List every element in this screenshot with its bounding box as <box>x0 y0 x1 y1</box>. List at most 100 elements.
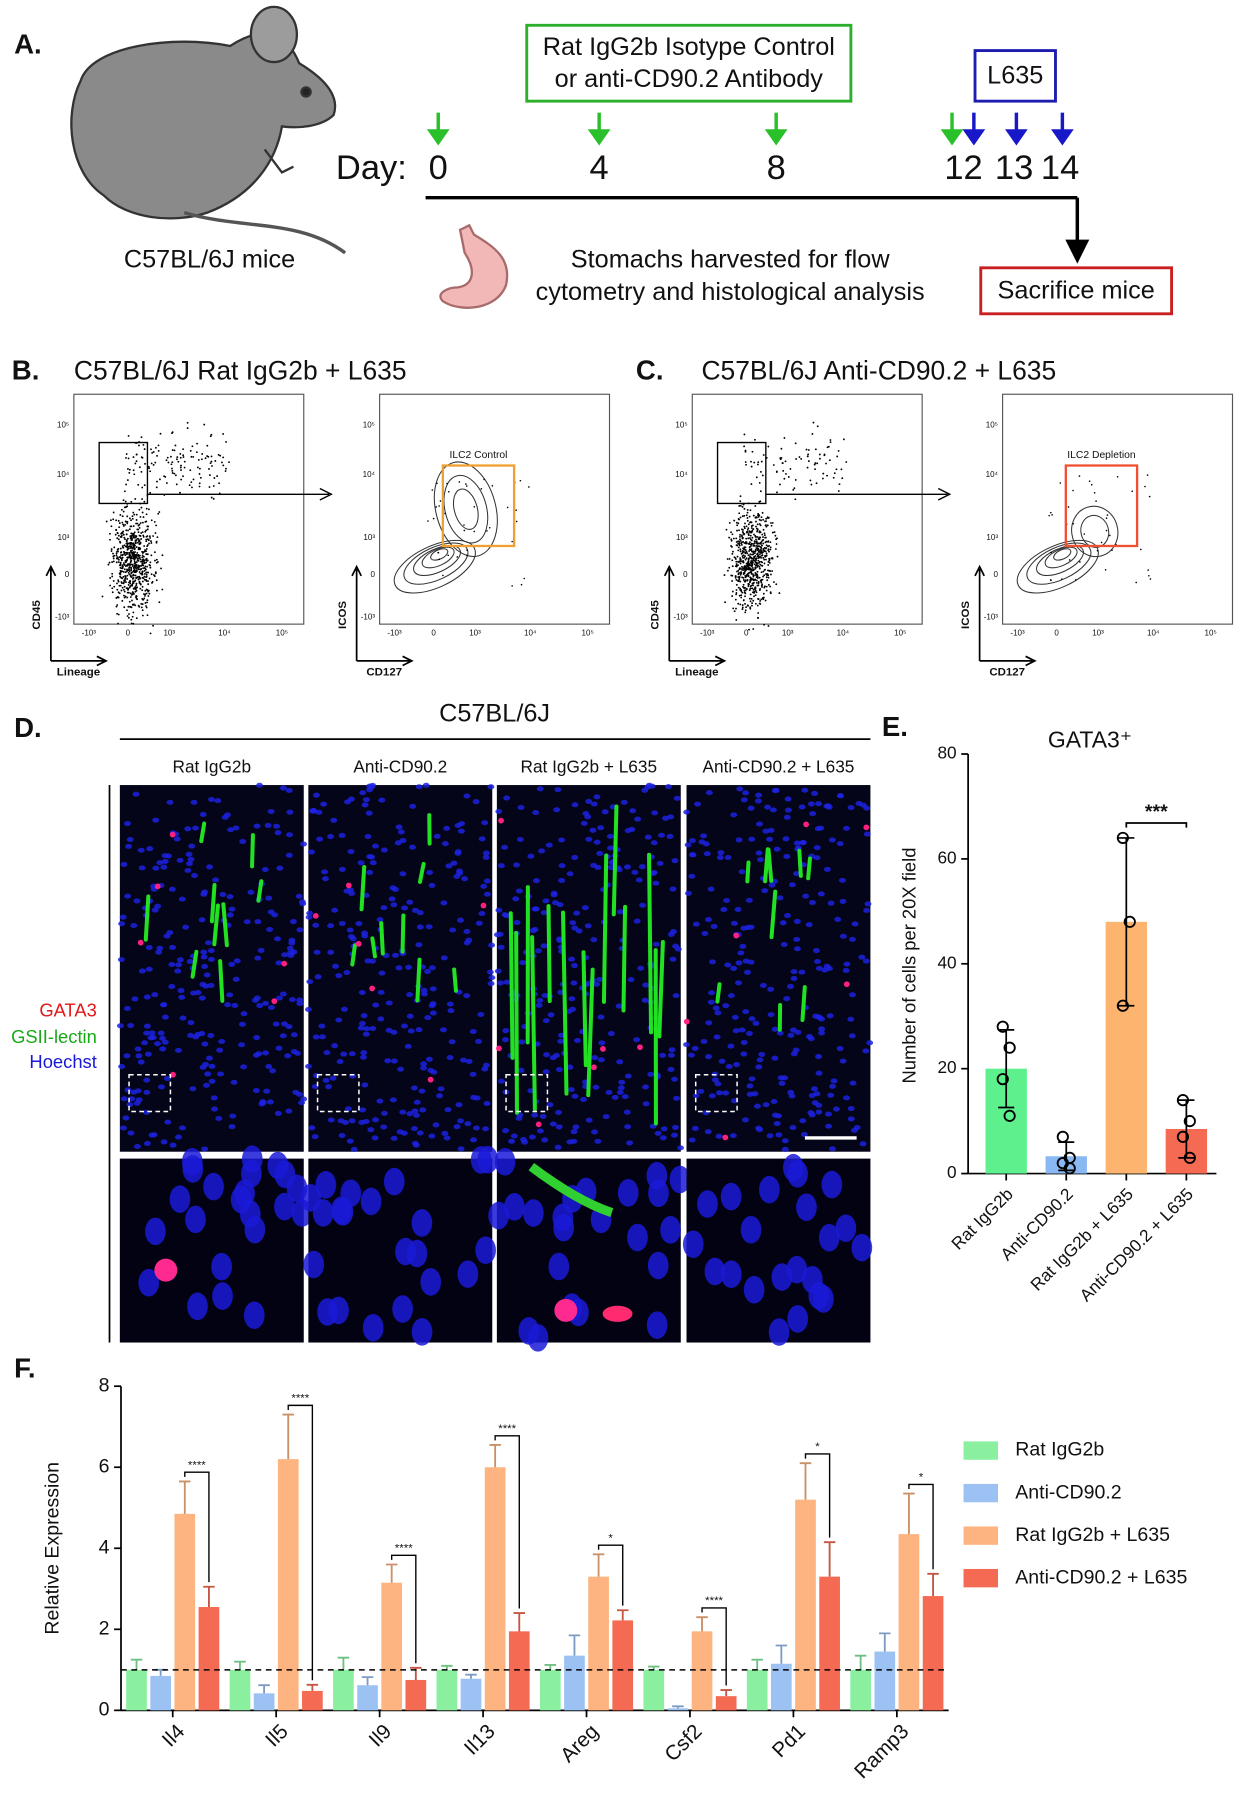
event-dot <box>810 483 813 486</box>
contour <box>443 474 489 544</box>
event-dot <box>763 558 766 561</box>
event-dot <box>750 531 753 534</box>
event-dot <box>754 587 757 590</box>
nucleus <box>851 921 859 927</box>
event-dot <box>463 524 465 526</box>
y-tick-label: 60 <box>937 847 956 867</box>
nucleus <box>363 1026 371 1032</box>
event-dot <box>138 444 140 447</box>
data-point <box>1063 1162 1076 1175</box>
event-dot <box>144 602 147 604</box>
nucleus <box>849 1080 857 1086</box>
nucleus <box>770 1098 778 1105</box>
event-dot <box>154 461 157 464</box>
nucleus <box>407 1028 415 1034</box>
nucleus <box>253 995 261 1001</box>
nucleus <box>376 1098 384 1104</box>
lectin <box>379 921 385 956</box>
event-dot <box>741 528 743 531</box>
nucleus <box>705 1054 712 1060</box>
event-dot <box>752 579 755 582</box>
event-dot <box>739 603 742 606</box>
nucleus <box>639 902 647 908</box>
nucleus <box>239 839 247 845</box>
event-dot <box>186 427 189 430</box>
event-dot <box>133 531 136 534</box>
event-dot <box>146 614 149 617</box>
event-dot <box>139 577 142 580</box>
nucleus <box>151 907 159 913</box>
event-dot <box>126 564 129 567</box>
x-tick-label: Il9 <box>365 1720 397 1752</box>
event-dot <box>127 468 129 470</box>
lectin <box>530 935 537 1112</box>
y-axis-label: Number of cells per 20X field <box>899 848 920 1084</box>
stomach-icon <box>439 223 509 309</box>
nucleus <box>596 976 604 982</box>
nucleus <box>672 1124 679 1130</box>
nucleus <box>510 1133 518 1139</box>
nucleus <box>775 1113 783 1119</box>
event-dot <box>122 533 125 536</box>
event-dot <box>129 557 132 560</box>
event-dot <box>758 551 760 553</box>
event-dot <box>134 536 136 539</box>
nucleus <box>305 914 313 920</box>
event-dot <box>737 586 740 589</box>
nucleus <box>228 906 236 912</box>
event-dot <box>127 547 130 550</box>
event-dot <box>143 500 146 503</box>
event-dot <box>137 559 140 562</box>
event-dot <box>1146 474 1149 476</box>
nucleus <box>617 909 624 915</box>
nucleus <box>580 820 588 826</box>
event-dot <box>123 536 126 539</box>
event-dot <box>137 568 140 570</box>
event-dot <box>118 526 121 529</box>
event-dot <box>225 441 227 443</box>
event-dot <box>735 537 738 540</box>
event-dot <box>149 566 152 569</box>
nucleus <box>279 991 287 997</box>
nucleus <box>835 1214 857 1243</box>
event-dot <box>465 483 467 485</box>
error-bar <box>361 1676 374 1686</box>
nucleus <box>274 936 281 942</box>
nucleus <box>766 1133 774 1139</box>
nucleus <box>470 1137 477 1143</box>
event-dot <box>772 581 775 583</box>
event-dot <box>133 562 136 565</box>
nucleus <box>124 1087 132 1093</box>
event-dot <box>119 563 122 566</box>
event-dot <box>751 557 754 560</box>
event-dot <box>117 596 120 599</box>
lectin <box>452 967 458 993</box>
event-dot <box>757 461 760 464</box>
nucleus <box>568 956 576 962</box>
event-dot <box>768 561 771 564</box>
nucleus <box>208 796 215 803</box>
nucleus <box>843 1095 851 1101</box>
nucleus <box>317 1298 338 1326</box>
event-dot <box>182 456 185 458</box>
nucleus <box>219 891 227 898</box>
event-dot <box>827 445 830 448</box>
event-dot <box>139 558 142 561</box>
nucleus <box>265 1063 273 1070</box>
event-dot <box>739 539 742 542</box>
event-dot <box>139 587 142 590</box>
significance-label: **** <box>498 1423 516 1435</box>
error-bar <box>234 1660 246 1670</box>
event-dot <box>123 585 126 588</box>
event-dot <box>812 421 815 424</box>
nucleus <box>704 1129 712 1135</box>
nucleus <box>793 936 801 942</box>
nucleus <box>740 1215 762 1244</box>
nucleus <box>754 1103 761 1109</box>
event-dot <box>130 519 132 522</box>
lectin <box>601 853 609 1004</box>
event-dot <box>126 522 129 525</box>
event-dot <box>837 449 840 452</box>
nucleus <box>558 1032 565 1038</box>
event-dot <box>743 556 746 559</box>
